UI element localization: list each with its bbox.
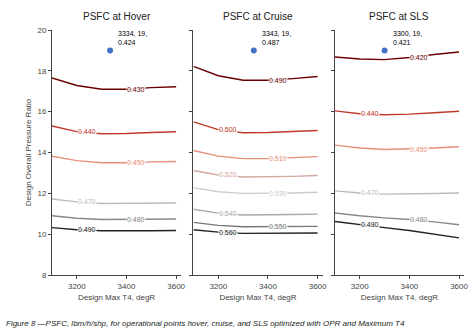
svg-text:3600: 3600	[450, 282, 468, 291]
svg-text:3400: 3400	[259, 282, 277, 291]
svg-text:3600: 3600	[167, 282, 185, 291]
svg-text:0.500: 0.500	[219, 126, 237, 133]
svg-text:0.510: 0.510	[269, 155, 287, 162]
svg-text:0.540: 0.540	[219, 210, 237, 217]
svg-text:PSFC at SLS: PSFC at SLS	[369, 11, 429, 22]
svg-text:0.430: 0.430	[127, 86, 145, 93]
svg-text:3300, 19,0.421: 3300, 19,0.421	[393, 30, 422, 46]
svg-text:3600: 3600	[309, 282, 327, 291]
svg-text:0.560: 0.560	[219, 229, 237, 236]
svg-text:3200: 3200	[68, 282, 86, 291]
svg-text:10: 10	[37, 230, 46, 239]
svg-text:0.490: 0.490	[361, 221, 379, 228]
svg-text:0.490: 0.490	[78, 226, 96, 233]
svg-text:0.480: 0.480	[127, 216, 145, 223]
svg-text:3200: 3200	[351, 282, 369, 291]
svg-text:3343, 19,0.487: 3343, 19,0.487	[262, 30, 291, 46]
svg-text:0.550: 0.550	[269, 223, 287, 230]
svg-text:3200: 3200	[209, 282, 227, 291]
svg-text:0.450: 0.450	[127, 159, 145, 166]
svg-text:0.530: 0.530	[269, 190, 287, 197]
svg-text:0.490: 0.490	[269, 77, 287, 84]
svg-text:0.450: 0.450	[410, 146, 428, 153]
svg-text:Design Overall Pressure Ratio: Design Overall Pressure Ratio	[24, 98, 33, 206]
svg-text:0.520: 0.520	[219, 171, 237, 178]
svg-text:12: 12	[37, 189, 46, 198]
svg-text:14: 14	[37, 148, 46, 157]
svg-text:Figure 8 —PSFC, lbm/h/shp, for: Figure 8 —PSFC, lbm/h/shp, for operation…	[6, 319, 405, 328]
svg-text:16: 16	[37, 107, 46, 116]
svg-text:PSFC at Cruise: PSFC at Cruise	[223, 11, 293, 22]
svg-text:Design Max T4, degR: Design Max T4, degR	[78, 293, 155, 302]
svg-text:0.470: 0.470	[78, 198, 96, 205]
svg-text:Design Max T4, degR: Design Max T4, degR	[361, 293, 438, 302]
svg-text:0.470: 0.470	[361, 189, 379, 196]
svg-text:18: 18	[37, 67, 46, 76]
svg-text:0.440: 0.440	[78, 128, 96, 135]
svg-text:Design Max T4, degR: Design Max T4, degR	[219, 293, 296, 302]
svg-text:3400: 3400	[118, 282, 136, 291]
svg-text:PSFC at Hover: PSFC at Hover	[83, 11, 151, 22]
svg-text:0.420: 0.420	[410, 54, 428, 61]
svg-text:8: 8	[42, 271, 47, 280]
svg-text:3334, 19,0.424: 3334, 19,0.424	[118, 30, 147, 46]
svg-text:0.440: 0.440	[361, 110, 379, 117]
svg-text:3400: 3400	[400, 282, 418, 291]
svg-text:20: 20	[37, 26, 46, 35]
svg-text:0.480: 0.480	[410, 216, 428, 223]
